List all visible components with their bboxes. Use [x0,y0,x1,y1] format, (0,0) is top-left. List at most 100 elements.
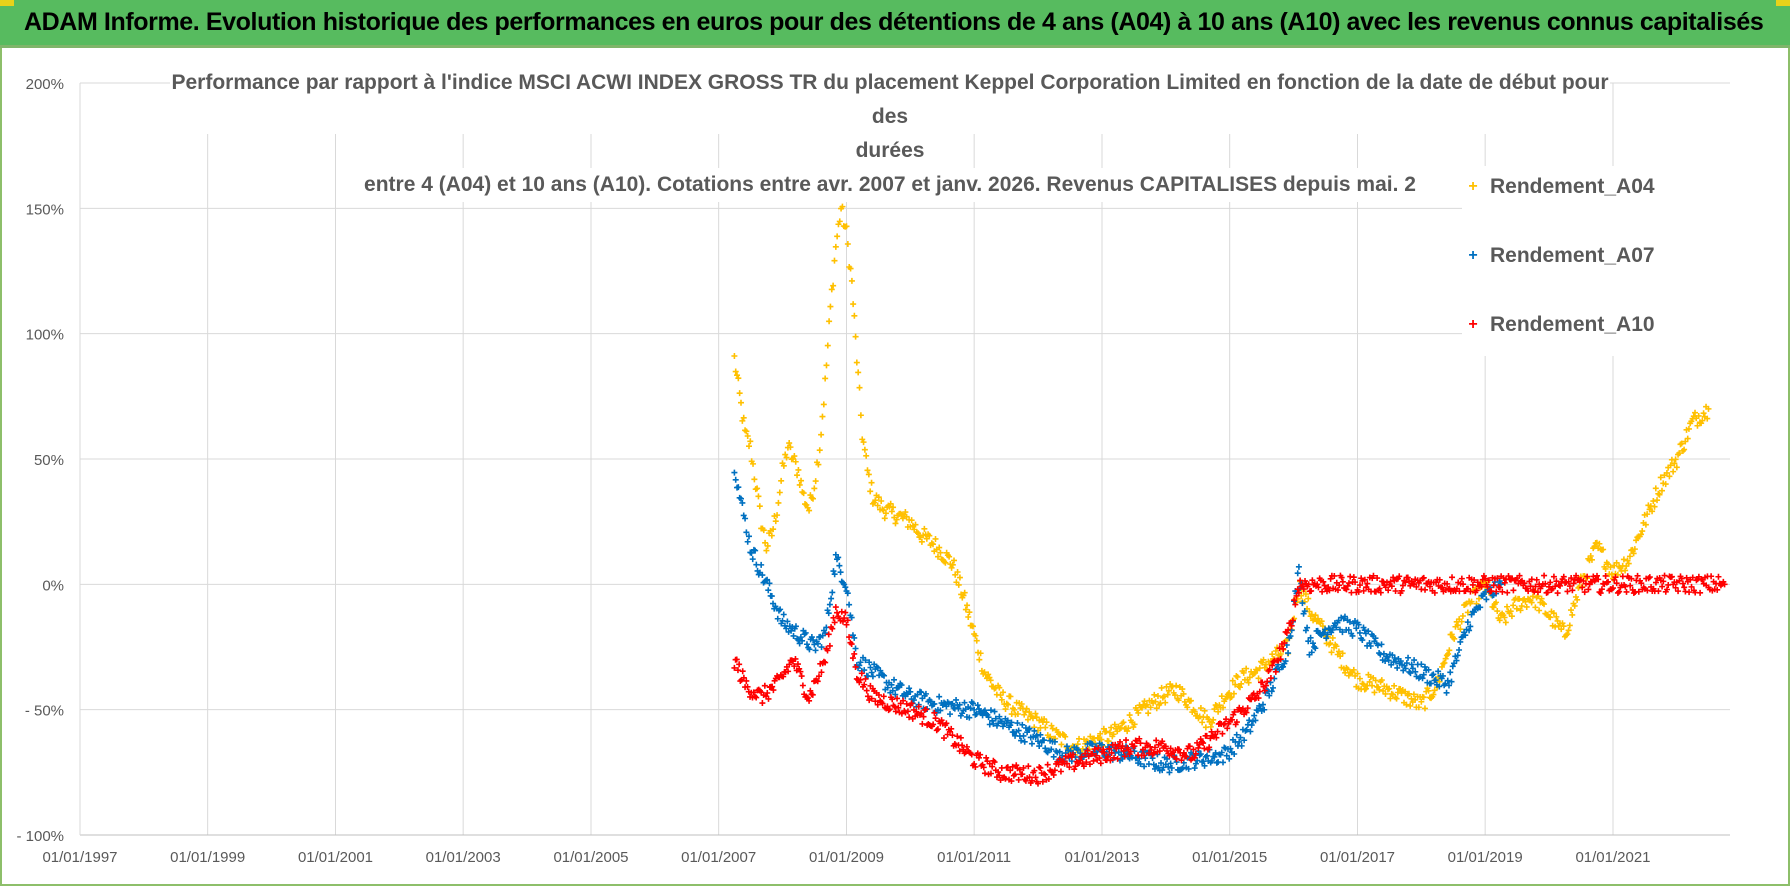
data-point-rendement_a04 [1333,643,1340,650]
data-point-rendement_a07 [1238,742,1245,749]
data-point-rendement_a04 [1201,707,1208,714]
data-point-rendement_a07 [1406,668,1413,675]
data-point-rendement_a07 [1402,665,1409,672]
data-point-rendement_a04 [1062,733,1069,740]
data-point-rendement_a07 [1212,749,1219,756]
data-point-rendement_a04 [1125,725,1132,732]
data-point-rendement_a07 [1008,719,1015,726]
data-point-rendement_a07 [1246,717,1253,724]
data-point-rendement_a04 [1459,612,1466,619]
data-point-rendement_a10 [1499,588,1506,595]
data-point-rendement_a04 [1671,460,1678,467]
data-point-rendement_a07 [862,657,869,664]
data-point-rendement_a07 [884,684,891,691]
data-point-rendement_a04 [1026,709,1033,716]
data-point-rendement_a07 [1397,658,1404,665]
data-point-rendement_a10 [1231,708,1238,715]
data-point-rendement_a04 [921,525,928,532]
data-point-rendement_a10 [1688,583,1695,590]
data-point-rendement_a10 [975,754,982,761]
data-point-rendement_a10 [996,772,1003,779]
data-point-rendement_a07 [981,707,988,714]
data-point-rendement_a04 [826,318,833,325]
data-point-rendement_a04 [985,671,992,678]
data-point-rendement_a04 [1560,623,1567,630]
data-point-rendement_a10 [875,691,882,698]
data-point-rendement_a10 [1159,738,1166,745]
data-point-rendement_a04 [1678,440,1685,447]
data-point-rendement_a04 [1345,672,1352,679]
data-point-rendement_a04 [1420,694,1427,701]
data-point-rendement_a10 [1091,746,1098,753]
data-point-rendement_a10 [753,694,760,701]
data-point-rendement_a04 [798,477,805,484]
data-point-rendement_a07 [762,577,769,584]
data-point-rendement_a07 [1407,670,1414,677]
data-point-rendement_a10 [1114,755,1121,762]
data-point-rendement_a04 [1475,595,1482,602]
data-point-rendement_a04 [1658,487,1665,494]
data-point-rendement_a10 [1679,580,1686,587]
data-point-rendement_a07 [1137,760,1144,767]
data-point-rendement_a07 [1359,637,1366,644]
data-point-rendement_a07 [1304,624,1311,631]
data-point-rendement_a04 [1536,607,1543,614]
data-point-rendement_a04 [1494,608,1501,615]
data-point-rendement_a10 [1020,764,1027,771]
data-point-rendement_a04 [1637,531,1644,538]
data-point-rendement_a04 [874,502,881,509]
data-point-rendement_a07 [966,714,973,721]
data-point-rendement_a10 [1044,761,1051,768]
data-point-rendement_a10 [807,687,814,694]
data-point-rendement_a10 [1289,617,1296,624]
data-point-rendement_a07 [752,547,759,554]
data-point-rendement_a04 [1458,618,1465,625]
data-point-rendement_a10 [1570,580,1577,587]
data-point-rendement_a07 [777,606,784,613]
data-point-rendement_a07 [1031,727,1038,734]
data-point-rendement_a07 [1015,727,1022,734]
data-point-rendement_a04 [1574,596,1581,603]
data-point-rendement_a07 [1204,752,1211,759]
data-point-rendement_a07 [1429,672,1436,679]
data-point-rendement_a10 [799,682,806,689]
data-point-rendement_a04 [786,440,793,447]
data-point-rendement_a04 [1705,405,1712,412]
data-point-rendement_a10 [957,734,964,741]
data-point-rendement_a07 [1158,760,1165,767]
data-point-rendement_a10 [1213,734,1220,741]
data-point-rendement_a04 [1369,682,1376,689]
data-point-rendement_a10 [1035,780,1041,787]
data-point-rendement_a10 [1458,575,1465,582]
data-point-rendement_a10 [1554,590,1561,597]
data-point-rendement_a07 [790,632,797,639]
data-point-rendement_a10 [1350,574,1357,581]
data-point-rendement_a10 [822,659,829,666]
data-point-rendement_a04 [1269,651,1276,658]
data-point-rendement_a04 [1120,719,1127,726]
data-point-rendement_a10 [739,668,746,675]
data-point-rendement_a10 [797,668,804,675]
data-point-rendement_a10 [1019,771,1026,778]
data-point-rendement_a10 [1634,572,1641,579]
data-point-rendement_a04 [1667,462,1674,469]
data-point-rendement_a10 [1214,728,1221,735]
legend-label-a04: Rendement_A04 [1490,175,1655,198]
data-point-rendement_a10 [1392,587,1399,594]
data-point-rendement_a10 [940,735,947,742]
data-point-rendement_a10 [1131,743,1138,750]
data-point-rendement_a07 [1166,769,1173,776]
data-point-rendement_a07 [1329,626,1336,633]
legend-item-a10: + Rendement_A10 [1462,310,1654,340]
data-point-rendement_a04 [1005,701,1011,708]
data-point-rendement_a07 [1021,738,1028,745]
data-point-rendement_a10 [841,615,848,622]
data-point-rendement_a04 [1547,614,1554,621]
data-point-rendement_a07 [866,659,873,666]
data-point-rendement_a04 [934,553,941,560]
data-point-rendement_a07 [742,515,749,522]
data-point-rendement_a10 [1051,767,1058,774]
data-point-rendement_a07 [907,688,914,695]
data-point-rendement_a07 [992,715,999,722]
data-point-rendement_a10 [963,743,970,750]
